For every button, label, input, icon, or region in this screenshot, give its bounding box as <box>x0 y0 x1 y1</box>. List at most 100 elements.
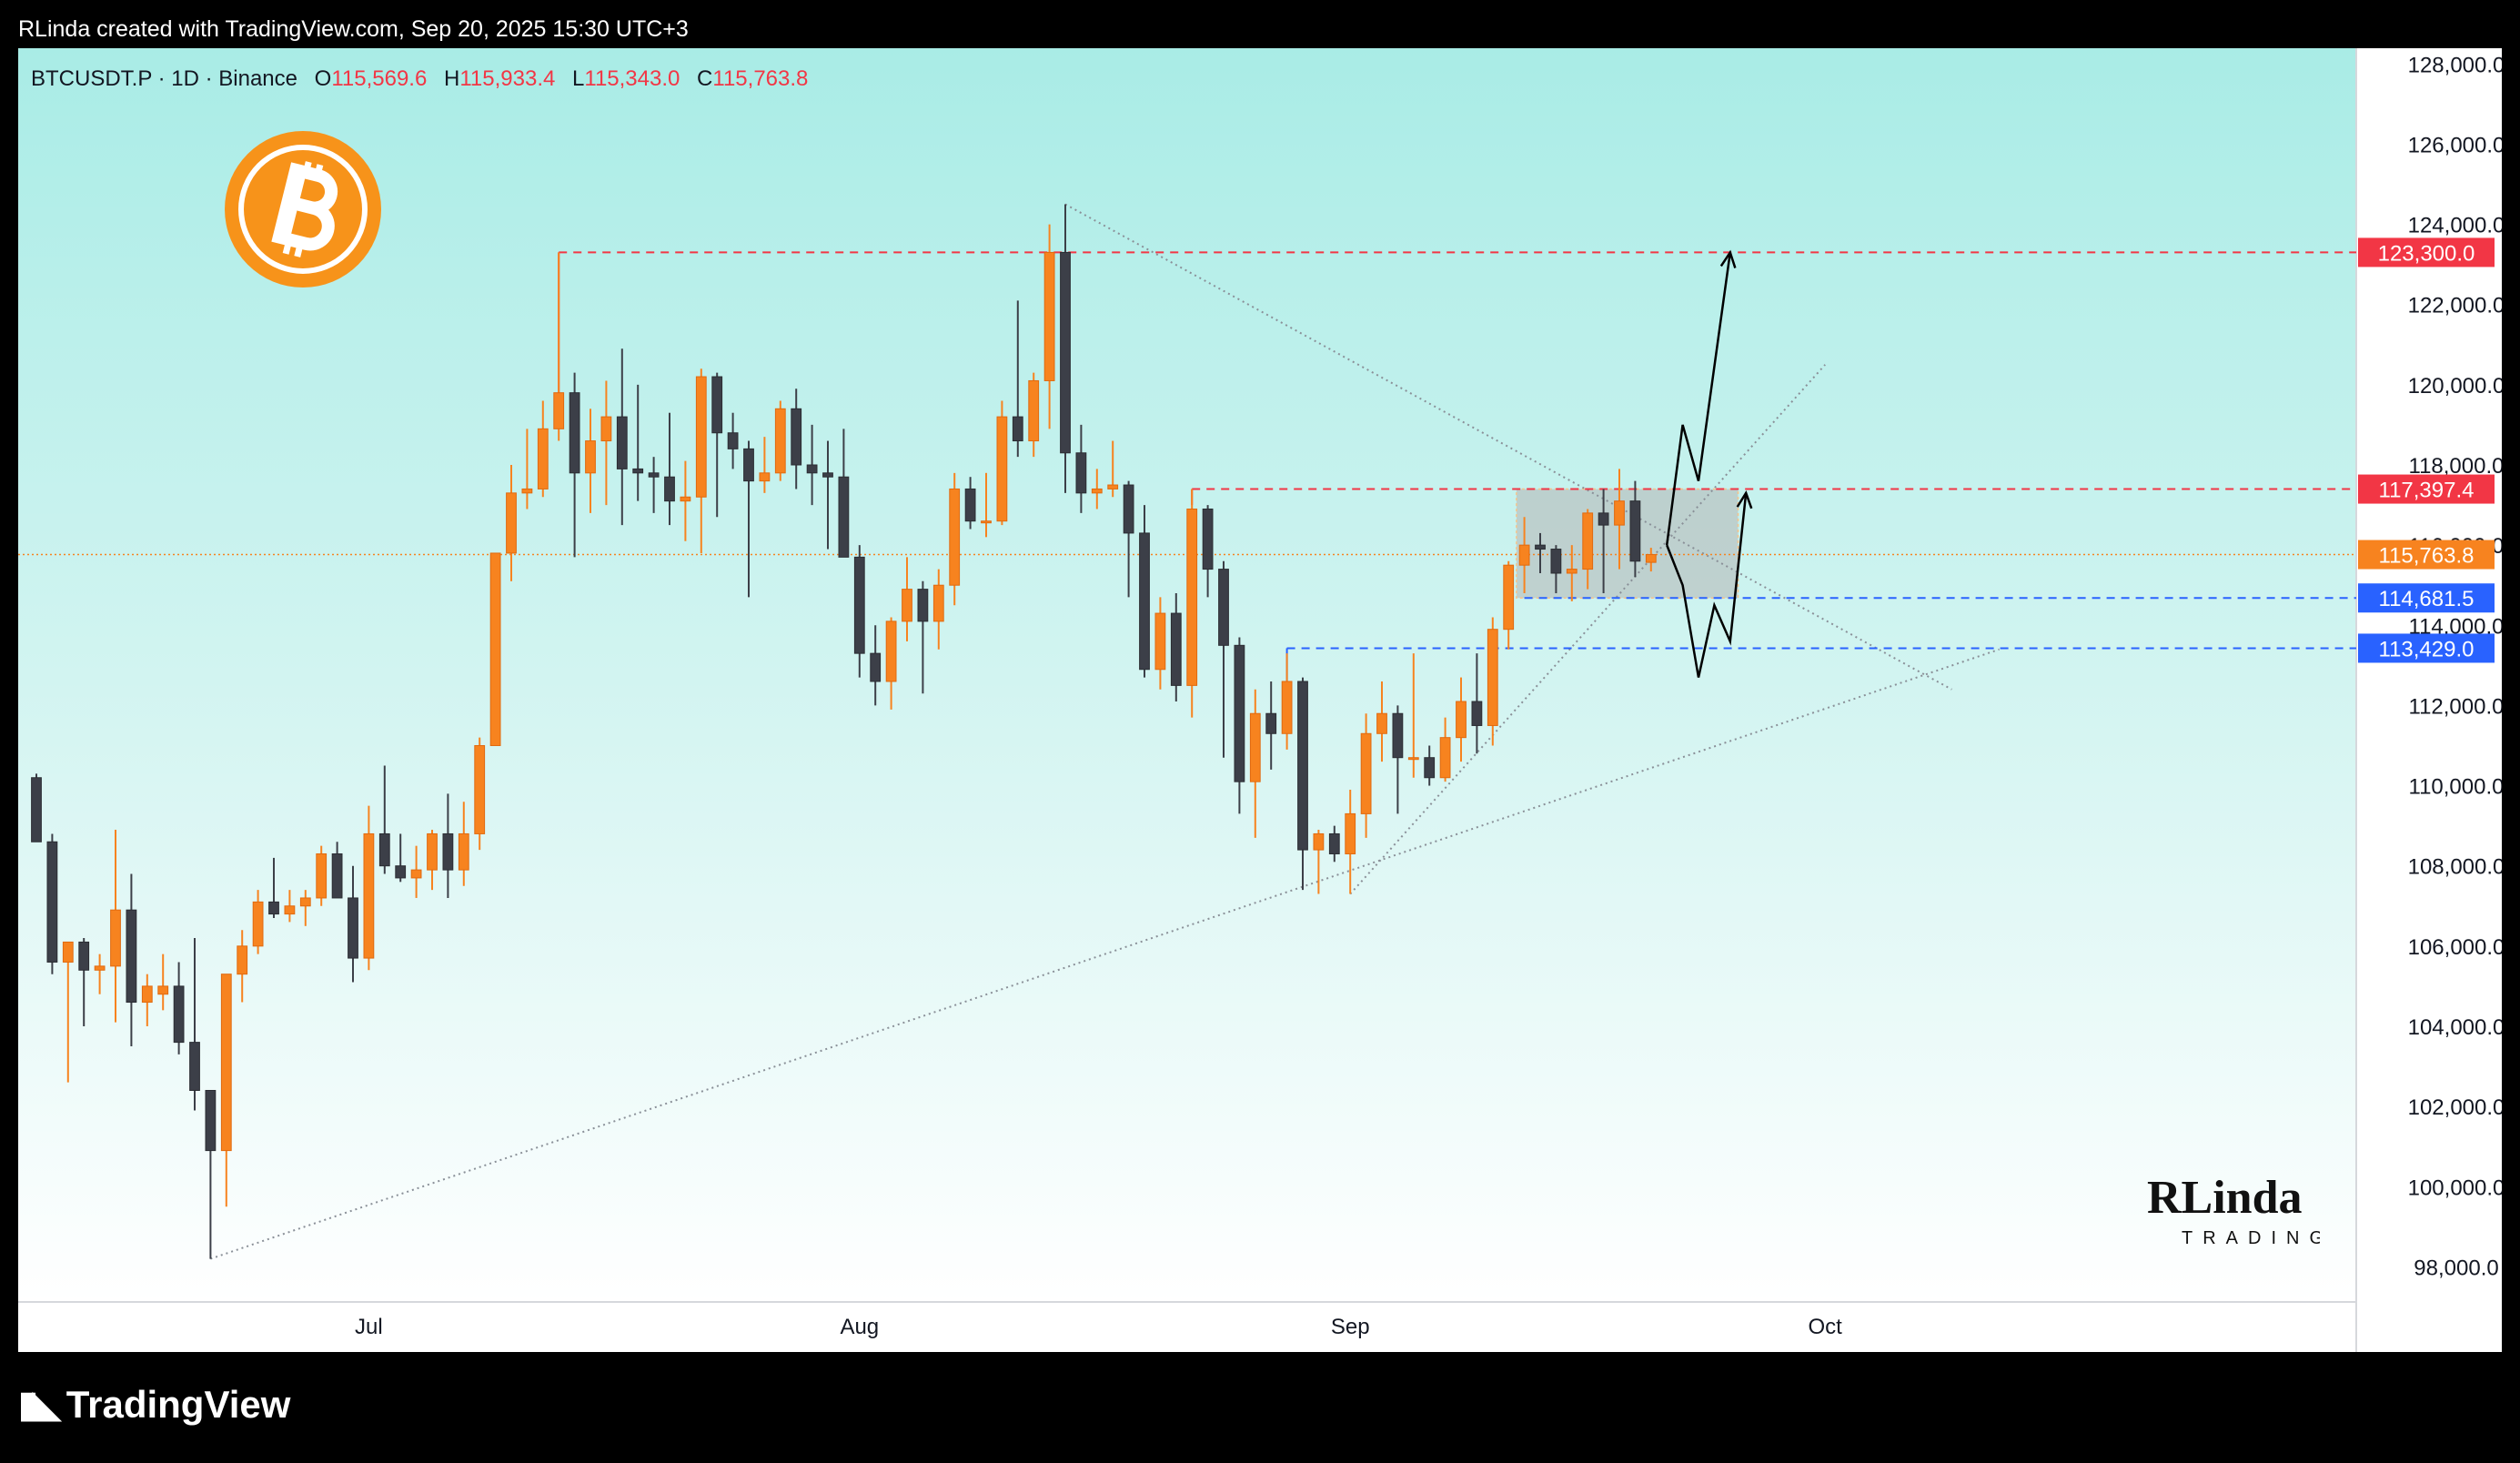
candle-body <box>1186 508 1198 686</box>
y-tick-label: 100,000.0 <box>2408 1175 2502 1200</box>
trendline <box>1349 364 1826 895</box>
rlinda-trading-logo: RLinda TRADING <box>2147 1167 2323 1263</box>
projection-arrowhead <box>1736 489 1753 510</box>
candle-body <box>458 832 469 871</box>
candle-body <box>1170 612 1182 686</box>
candle-body <box>822 472 833 478</box>
candle-body <box>1471 701 1483 726</box>
candle-body <box>1566 569 1578 574</box>
candle-body <box>632 468 644 474</box>
projection-arrowhead <box>1719 249 1737 268</box>
candle-body <box>46 841 58 963</box>
candle-body <box>220 974 232 1152</box>
candle-body <box>1487 629 1498 726</box>
candle-body <box>695 376 707 498</box>
high-value: 115,933.4 <box>459 66 556 91</box>
candle-body <box>537 428 549 489</box>
candle-body <box>442 832 454 871</box>
tradingview-logo-icon: ▮◣ <box>18 1385 61 1425</box>
symbol-info[interactable]: BTCUSDT.P · 1D · Binance <box>31 66 297 91</box>
candle-body <box>616 416 628 469</box>
tradingview-brand-text: TradingView <box>66 1383 291 1426</box>
candle-body <box>1614 500 1625 526</box>
candle-body <box>157 985 169 995</box>
y-tick-label: 108,000.0 <box>2408 855 2502 880</box>
y-tick-label: 124,000.0 <box>2408 214 2502 238</box>
candle-body <box>1518 544 1530 566</box>
candle-body <box>237 945 248 975</box>
candle-body <box>94 965 106 971</box>
candle-body <box>1360 732 1372 814</box>
candle-body <box>664 476 675 502</box>
candle-body <box>31 777 42 842</box>
high-label: H <box>444 66 460 91</box>
candle-layer <box>31 204 1657 1259</box>
candle-body <box>474 744 486 834</box>
candle-body <box>1139 532 1150 671</box>
candle-body <box>1582 512 1594 570</box>
y-tick-label: 106,000.0 <box>2408 935 2502 960</box>
candle-body <box>1328 832 1340 854</box>
candle-body <box>791 408 802 466</box>
y-tick-label: 98,000.0 <box>2414 1256 2498 1280</box>
candle-body <box>1392 712 1404 759</box>
y-tick-label: 104,000.0 <box>2408 1015 2502 1040</box>
candle-body <box>743 448 754 482</box>
x-tick-label: Jul <box>355 1315 383 1339</box>
candle-body <box>885 621 897 682</box>
candle-body <box>1123 484 1134 534</box>
zone-layer <box>1516 488 1739 599</box>
bitcoin-logo-icon <box>225 131 381 288</box>
candle-body <box>996 416 1008 522</box>
price-label: 113,429.0 <box>2379 637 2475 661</box>
symbol-legend: BTCUSDT.P · 1D · Binance O115,569.6 H115… <box>31 66 808 92</box>
candle-body <box>395 865 407 879</box>
candle-body <box>126 909 137 1004</box>
candle-body <box>284 905 296 915</box>
x-tick-label: Sep <box>1331 1315 1370 1339</box>
candle-body <box>1012 416 1023 442</box>
price-label-bg <box>2358 474 2495 504</box>
candle-body <box>316 853 328 899</box>
projection-path <box>1666 492 1748 678</box>
candle-body <box>1234 644 1245 782</box>
tradingview-brand[interactable]: ▮◣ TradingView <box>18 1383 290 1427</box>
candle-body <box>331 853 343 899</box>
price-label: 123,300.0 <box>2378 241 2475 266</box>
candle-body <box>173 985 185 1044</box>
candle-body <box>1043 251 1055 381</box>
candle-body <box>1154 612 1166 671</box>
y-tick-label: 110,000.0 <box>2409 775 2503 800</box>
candle-body <box>348 897 358 959</box>
candle-body <box>1629 500 1641 562</box>
candle-body <box>1503 564 1515 631</box>
price-label-layer: 123,300.0 117,397.4 114,681.5 113,429.0 115,… <box>2358 237 2495 663</box>
candle-body <box>1456 701 1467 739</box>
candle-body <box>806 464 818 474</box>
candle-body <box>1218 569 1229 646</box>
price-label: 117,397.4 <box>2379 479 2475 503</box>
candle-body <box>949 488 961 586</box>
price-label-bg <box>2358 237 2495 267</box>
price-label-bg <box>2358 540 2495 570</box>
chart-credit: RLinda created with TradingView.com, Sep… <box>18 16 689 42</box>
candle-body <box>521 488 533 494</box>
chart-frame[interactable]: 128,000.0 126,000.0 124,000.0 122,000.0 120,… <box>18 48 2502 1352</box>
candle-body <box>1297 681 1308 851</box>
open-label: O <box>314 66 332 91</box>
low-value: 115,343.0 <box>584 66 680 91</box>
price-label: 114,681.5 <box>2379 587 2475 611</box>
candle-body <box>648 472 660 478</box>
candle-body <box>189 1042 200 1091</box>
candle-body <box>774 408 786 474</box>
candle-body <box>1376 712 1387 734</box>
price-label: 115,763.8 <box>2379 544 2475 569</box>
consolidation-zone <box>1516 488 1739 599</box>
candle-body <box>1028 379 1040 442</box>
close-label: C <box>697 66 713 91</box>
price-chart[interactable]: 128,000.0 126,000.0 124,000.0 122,000.0 120,… <box>18 48 2502 1352</box>
projection-path <box>1665 252 1732 546</box>
candle-body <box>1107 484 1119 489</box>
candle-body <box>1424 757 1436 779</box>
x-tick-label: Oct <box>1809 1315 1843 1339</box>
